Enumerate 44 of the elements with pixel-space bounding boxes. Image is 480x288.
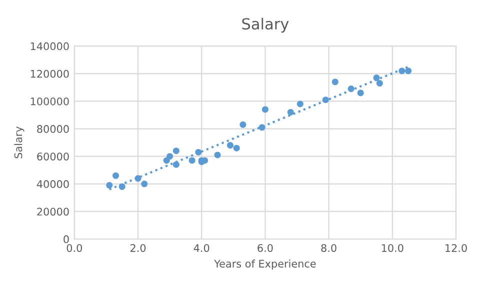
point	[332, 78, 338, 86]
point	[405, 68, 412, 74]
point	[188, 157, 196, 164]
x-tick-label: 6.0	[258, 244, 273, 252]
point	[258, 124, 266, 131]
y-tick-label: 80000	[37, 125, 69, 133]
y-tick-label: 100000	[30, 97, 69, 106]
y-axis-title: Salary	[14, 126, 24, 158]
point	[398, 68, 406, 74]
point	[134, 175, 142, 182]
point	[226, 142, 234, 149]
point	[357, 90, 364, 96]
chart-title: Salary	[242, 18, 289, 33]
point	[373, 74, 380, 82]
point	[296, 100, 304, 108]
point	[348, 86, 354, 92]
point	[376, 80, 383, 87]
y-tick-label: 140000	[30, 42, 69, 50]
point	[322, 96, 329, 104]
y-tick-label: 0	[64, 235, 69, 244]
y-tick-label: 120000	[30, 70, 69, 78]
x-tick-label: 0.0	[66, 244, 82, 252]
point	[172, 148, 180, 154]
point	[214, 152, 221, 158]
point	[166, 153, 174, 160]
point	[141, 180, 148, 188]
point	[172, 161, 180, 168]
point	[106, 182, 113, 189]
point	[262, 106, 268, 113]
point	[233, 144, 240, 152]
point	[287, 108, 294, 116]
point	[112, 172, 119, 179]
point	[118, 183, 126, 190]
x-tick-label: 8.0	[321, 244, 336, 252]
x-tick-label: 12.0	[446, 244, 467, 252]
x-tick-label: 2.0	[130, 244, 146, 252]
y-tick-label: 20000	[37, 208, 69, 216]
point	[195, 148, 202, 156]
y-tick-label: 40000	[36, 180, 69, 188]
x-axis-title: Years of Experience	[214, 260, 316, 270]
y-tick-label: 60000	[37, 152, 69, 160]
point	[240, 121, 246, 128]
x-tick-label: 4.0	[194, 244, 210, 252]
x-tick-label: 10.0	[382, 244, 404, 252]
